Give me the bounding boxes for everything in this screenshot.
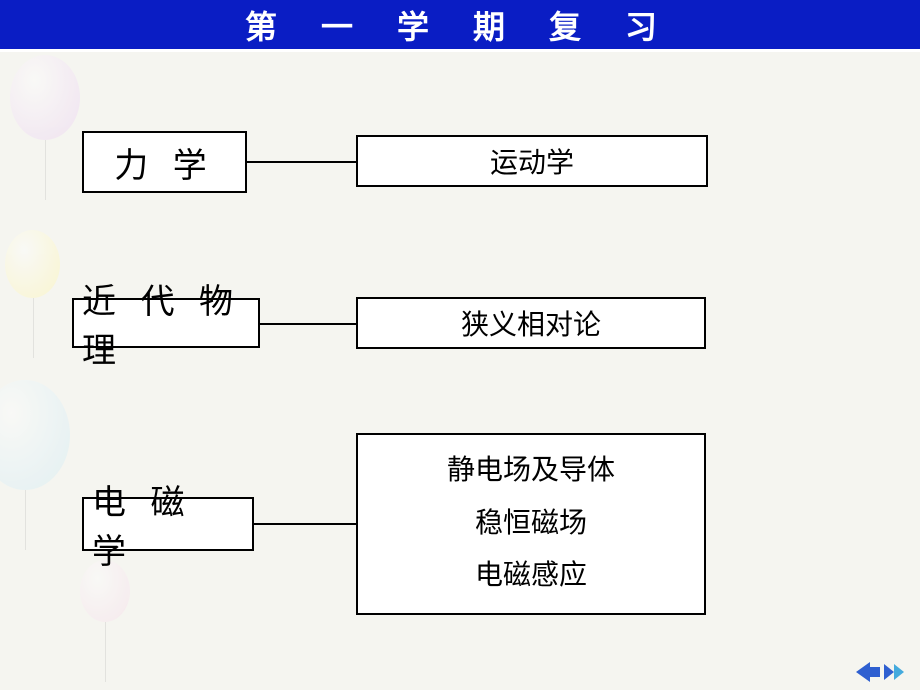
prev-slide-button[interactable] bbox=[856, 662, 880, 682]
slide-content: 力 学 运动学近 代 物 理 狭义相对论电 磁 学 静电场及导体稳恒磁场电磁感应 bbox=[0, 55, 920, 665]
slide-title: 第 一 学 期 复 习 bbox=[245, 2, 675, 48]
connector-line bbox=[254, 523, 356, 525]
topic-box-0: 运动学 bbox=[356, 135, 708, 187]
topic-label: 狭义相对论 bbox=[461, 303, 601, 343]
slide-title-bar: 第 一 学 期 复 习 bbox=[0, 0, 920, 52]
topic-box-1: 狭义相对论 bbox=[356, 297, 706, 349]
topic-label: 稳恒磁场 bbox=[475, 499, 587, 549]
topic-label: 运动学 bbox=[490, 141, 574, 181]
topic-box-2: 静电场及导体稳恒磁场电磁感应 bbox=[356, 433, 706, 615]
category-box-0: 力 学 bbox=[82, 131, 247, 193]
topic-label: 静电场及导体 bbox=[447, 446, 615, 496]
connector-line bbox=[247, 161, 356, 163]
connector-line bbox=[260, 323, 356, 325]
next-slide-button[interactable] bbox=[884, 662, 908, 682]
nav-controls bbox=[856, 662, 908, 682]
category-box-1: 近 代 物 理 bbox=[72, 298, 260, 348]
topic-label: 电磁感应 bbox=[475, 551, 587, 601]
category-box-2: 电 磁 学 bbox=[82, 497, 254, 551]
